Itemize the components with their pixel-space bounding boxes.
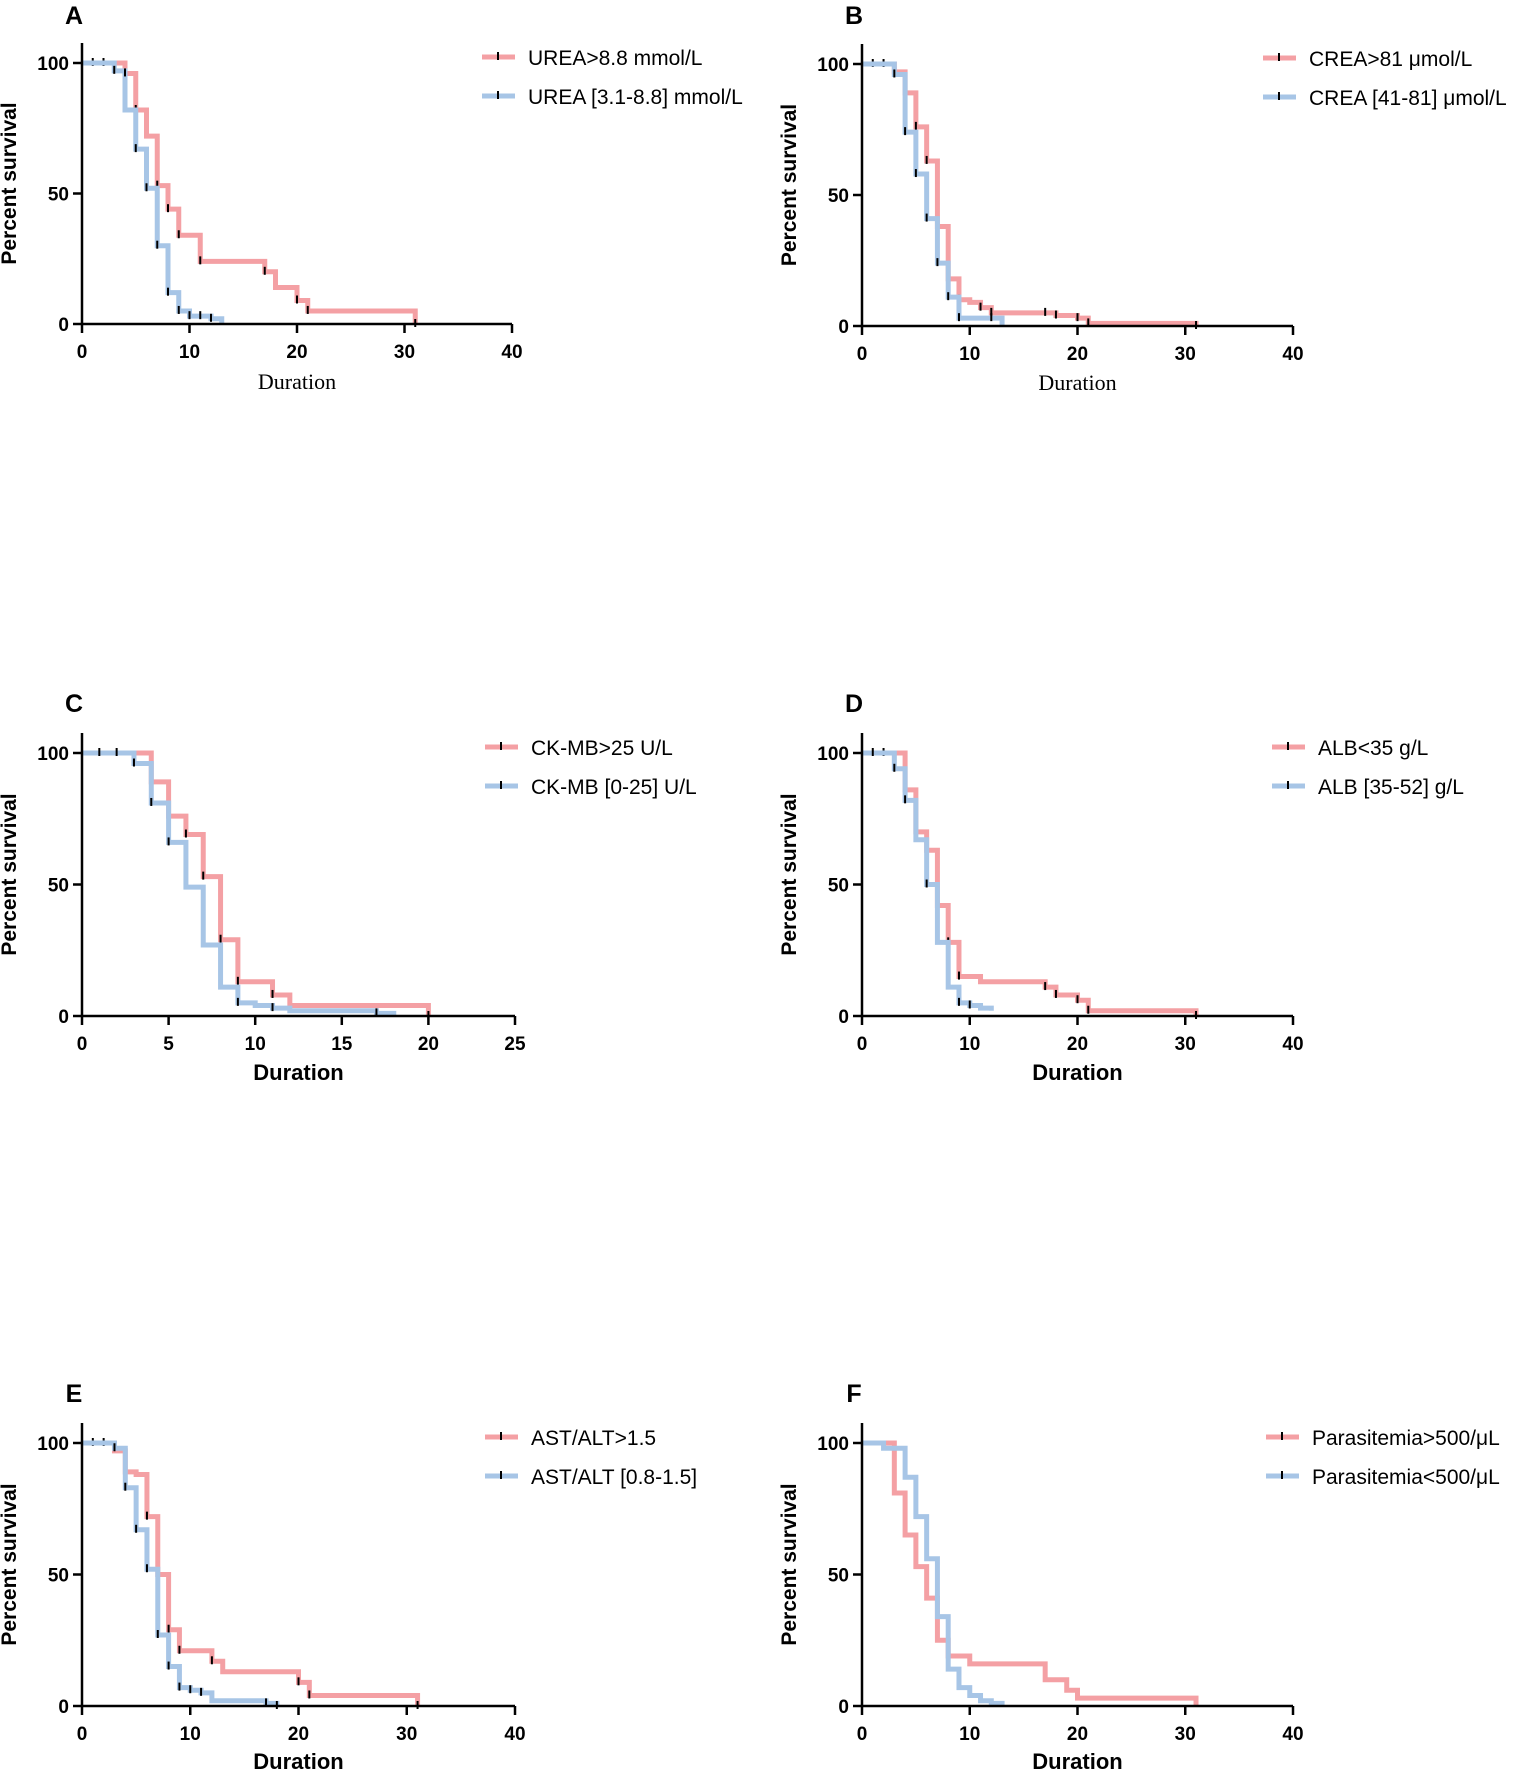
x-tick-label: 30 xyxy=(1175,1724,1196,1745)
y-tick-label: 100 xyxy=(817,55,849,76)
legend-label: Parasitemia>500/μL xyxy=(1312,1427,1500,1450)
panel-letter: B xyxy=(845,2,863,30)
panel-f: F 0 50 100 0 10 20 30 40 Percent survival Duration… xyxy=(778,1380,1500,1774)
panel-letter: C xyxy=(65,690,83,718)
x-axis-label: Duration xyxy=(258,369,336,394)
x-tick-label: 0 xyxy=(77,342,88,363)
legend-label: ALB [35-52] g/L xyxy=(1318,776,1464,799)
series-line-red xyxy=(862,750,1199,1016)
series-line-blue xyxy=(82,60,225,324)
series-line-red xyxy=(862,61,1199,326)
x-tick-label: 30 xyxy=(1175,1034,1196,1055)
x-tick-label: 10 xyxy=(959,1034,980,1055)
x-axis-label: Duration xyxy=(253,1060,343,1085)
panel-b: B 0 50 100 0 10 20 30 40 Percent survival Duration… xyxy=(778,2,1507,395)
y-tick-label: 50 xyxy=(48,1566,69,1587)
legend-label: ALB<35 g/L xyxy=(1318,737,1428,760)
legend-label: CREA>81 μmol/L xyxy=(1309,48,1472,71)
y-tick-label: 0 xyxy=(58,1697,69,1718)
x-tick-label: 0 xyxy=(77,1724,88,1745)
panel-d: D 0 50 100 0 10 20 30 40 Percent survival Duration… xyxy=(778,690,1464,1085)
legend-label: CREA [41-81] μmol/L xyxy=(1309,87,1507,110)
x-axis-label: Duration xyxy=(1032,1060,1122,1085)
x-tick-label: 30 xyxy=(396,1724,417,1745)
legend-label: Parasitemia<500/μL xyxy=(1312,1466,1500,1489)
y-tick-label: 100 xyxy=(817,744,849,765)
y-tick-label: 0 xyxy=(58,1007,69,1028)
x-tick-label: 0 xyxy=(857,1724,868,1745)
panel-a: A 0 50 100 0 10 20 30 40 Percent survival Duration… xyxy=(0,2,743,394)
series-line-red xyxy=(862,1440,1199,1706)
x-tick-label: 20 xyxy=(1067,1724,1088,1745)
legend-label: AST/ALT [0.8-1.5] xyxy=(531,1466,697,1489)
x-tick-label: 15 xyxy=(331,1034,353,1055)
y-tick-label: 100 xyxy=(37,1434,69,1455)
series-line-blue xyxy=(862,61,1005,326)
panel-letter: E xyxy=(66,1380,83,1408)
x-tick-label: 10 xyxy=(179,342,200,363)
x-tick-label: 30 xyxy=(1175,344,1196,365)
x-tick-label: 10 xyxy=(245,1034,266,1055)
series-line-red xyxy=(82,1440,421,1706)
y-tick-label: 50 xyxy=(828,876,849,897)
x-tick-label: 40 xyxy=(1282,1724,1303,1745)
panel-letter: F xyxy=(846,1380,861,1408)
y-tick-label: 50 xyxy=(48,185,69,206)
x-tick-label: 0 xyxy=(857,1034,868,1055)
x-tick-label: 20 xyxy=(1067,344,1088,365)
y-tick-label: 100 xyxy=(37,54,69,75)
x-tick-label: 0 xyxy=(77,1034,88,1055)
legend-label: CK-MB>25 U/L xyxy=(531,737,673,760)
series-line-blue xyxy=(862,750,994,1011)
x-tick-label: 40 xyxy=(501,342,522,363)
x-tick-label: 20 xyxy=(1067,1034,1088,1055)
x-tick-label: 10 xyxy=(180,1724,201,1745)
legend-label: AST/ALT>1.5 xyxy=(531,1427,656,1450)
legend-label: UREA [3.1-8.8] mmol/L xyxy=(528,86,743,109)
series-line-blue xyxy=(862,1440,1005,1706)
x-tick-label: 20 xyxy=(418,1034,439,1055)
panel-letter: A xyxy=(65,2,83,30)
series-line-red xyxy=(82,750,431,1016)
y-tick-label: 50 xyxy=(828,1566,849,1587)
y-tick-label: 0 xyxy=(838,1007,849,1028)
x-tick-label: 20 xyxy=(288,1724,309,1745)
legend-label: UREA>8.8 mmol/L xyxy=(528,47,702,70)
panel-letter: D xyxy=(845,690,863,718)
y-tick-label: 50 xyxy=(48,876,69,897)
legend-label: CK-MB [0-25] U/L xyxy=(531,776,697,799)
y-tick-label: 100 xyxy=(37,744,69,765)
y-tick-label: 100 xyxy=(817,1434,849,1455)
y-axis-label: Percent survival xyxy=(0,793,21,955)
x-tick-label: 30 xyxy=(394,342,415,363)
x-tick-label: 5 xyxy=(163,1034,174,1055)
x-tick-label: 25 xyxy=(504,1034,526,1055)
y-axis-label: Percent survival xyxy=(778,1483,801,1645)
y-axis-label: Percent survival xyxy=(778,104,801,266)
series-line-red xyxy=(82,60,418,324)
y-tick-label: 50 xyxy=(828,186,849,207)
x-axis-label: Duration xyxy=(1038,370,1116,395)
x-tick-label: 20 xyxy=(286,342,307,363)
x-tick-label: 0 xyxy=(857,344,868,365)
y-tick-label: 0 xyxy=(838,317,849,338)
x-tick-label: 10 xyxy=(959,344,980,365)
x-tick-label: 10 xyxy=(959,1724,980,1745)
series-line-blue xyxy=(82,1440,280,1706)
panel-c: C 0 50 100 0 5 10 15 20 25 Percent survival Duratio… xyxy=(0,690,697,1085)
x-axis-label: Duration xyxy=(253,1749,343,1774)
x-tick-label: 40 xyxy=(1282,344,1303,365)
x-tick-label: 40 xyxy=(504,1724,525,1745)
x-tick-label: 40 xyxy=(1282,1034,1303,1055)
y-axis-label: Percent survival xyxy=(0,102,21,264)
x-axis-label: Duration xyxy=(1032,1749,1122,1774)
y-axis-label: Percent survival xyxy=(0,1483,21,1645)
y-tick-label: 0 xyxy=(58,315,69,336)
y-tick-label: 0 xyxy=(838,1697,849,1718)
panel-e: E 0 50 100 0 10 20 30 40 Percent survival Duration… xyxy=(0,1380,697,1774)
y-axis-label: Percent survival xyxy=(778,793,801,955)
